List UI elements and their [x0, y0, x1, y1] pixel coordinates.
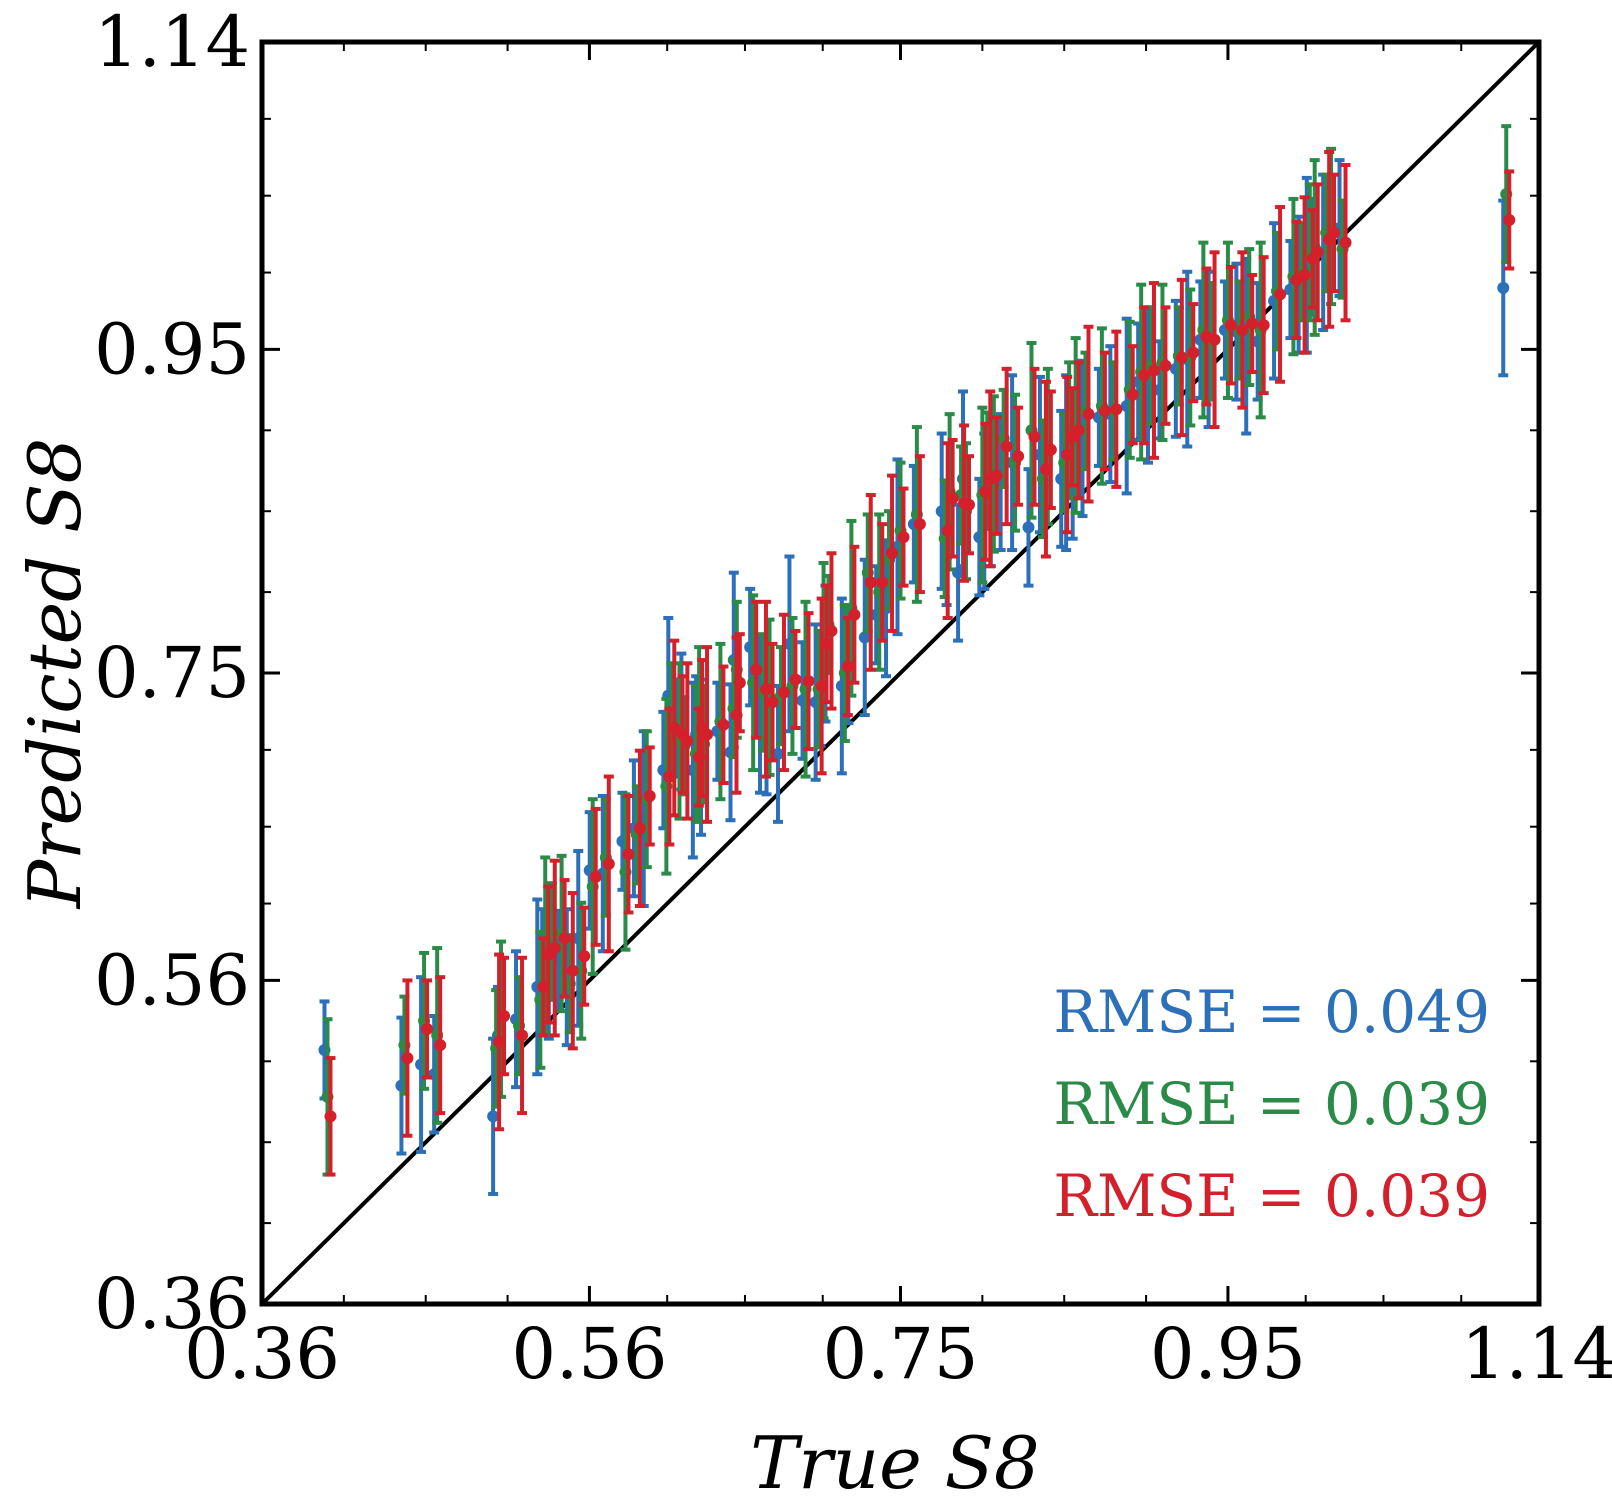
data-point [946, 492, 959, 505]
data-point [1098, 404, 1111, 417]
data-point [789, 673, 802, 686]
data-point [668, 722, 681, 735]
x-axis-title: True S8 [750, 1421, 1039, 1503]
data-point [1224, 319, 1237, 332]
y-tick-label: 1.14 [94, 1, 250, 83]
data-point [633, 822, 646, 835]
data-point [589, 870, 602, 883]
data-point [848, 608, 861, 621]
data-point [487, 1110, 500, 1123]
data-point [759, 683, 772, 696]
rmse-label-green: RMSE = 0.039 [1053, 1070, 1490, 1138]
data-point [1175, 351, 1188, 364]
data-point [1187, 346, 1200, 359]
data-point [324, 1110, 337, 1123]
y-tick-label: 0.36 [94, 1263, 250, 1345]
data-point [1497, 281, 1510, 294]
data-point [1236, 323, 1249, 336]
axis-layer: 0.36 0.56 0.75 0.95 1.14 0.36 0.56 0.75 0.95 1.14 [94, 1, 1612, 1395]
data-point [558, 932, 571, 945]
data-point [771, 747, 784, 760]
data-point [434, 1039, 447, 1052]
data-point [913, 518, 926, 531]
y-axis-title: Predicted S8 [13, 438, 97, 911]
data-point [1147, 364, 1160, 377]
data-point [622, 848, 635, 861]
data-point [886, 547, 899, 560]
data-point [1022, 521, 1035, 534]
data-point [777, 686, 790, 699]
data-point [516, 1029, 529, 1042]
data-point [566, 964, 579, 977]
data-point [766, 696, 779, 709]
data-point [1044, 443, 1057, 456]
data-point [864, 576, 877, 589]
data-point [1082, 408, 1095, 421]
y-tick-label: 0.95 [94, 308, 250, 390]
data-point [1339, 236, 1352, 249]
data-point [1072, 424, 1085, 437]
data-point [733, 676, 746, 689]
data-point [1138, 369, 1151, 382]
data-point [990, 469, 1003, 482]
data-layer [260, 40, 1541, 1306]
rmse-label-blue: RMSE = 0.049 [1053, 978, 1490, 1046]
rmse-label-red: RMSE = 0.039 [1053, 1162, 1490, 1230]
data-point [876, 576, 889, 589]
data-point [401, 1052, 414, 1065]
data-point [1328, 226, 1341, 239]
data-point [841, 660, 854, 673]
plot-frame [259, 39, 1542, 1307]
data-point [701, 728, 714, 741]
x-tick-label: 0.36 [184, 1313, 340, 1395]
data-point [1208, 333, 1221, 346]
data-point [1257, 319, 1270, 332]
data-point [1274, 288, 1287, 301]
data-point [1503, 213, 1516, 226]
data-point [952, 566, 965, 579]
series-red [324, 150, 1516, 1177]
data-point [681, 734, 694, 747]
data-point [1298, 268, 1311, 281]
data-point [643, 789, 656, 802]
x-tick-label: 1.14 [1461, 1313, 1612, 1395]
data-point [602, 857, 615, 870]
data-point [897, 531, 910, 544]
data-point [578, 950, 591, 963]
data-point [962, 498, 975, 511]
data-point [1246, 317, 1259, 330]
data-point [1000, 440, 1013, 453]
x-tick-label: 0.56 [512, 1313, 668, 1395]
data-point [1012, 450, 1025, 463]
data-point [1159, 359, 1172, 372]
data-point [1311, 246, 1324, 259]
data-point [498, 1010, 511, 1023]
data-point [825, 624, 838, 637]
data-point [421, 1022, 434, 1035]
data-point [858, 631, 871, 644]
data-point [1028, 430, 1041, 443]
y-tick-label: 0.75 [94, 632, 250, 714]
x-tick-label: 0.75 [823, 1313, 979, 1395]
x-tick-label: 0.95 [1150, 1313, 1306, 1395]
data-point [1126, 388, 1139, 401]
data-point [717, 718, 730, 731]
y-tick-label: 0.56 [94, 939, 250, 1021]
data-point [548, 942, 561, 955]
data-point [802, 675, 815, 688]
data-point [750, 663, 763, 676]
data-point [1110, 403, 1123, 416]
